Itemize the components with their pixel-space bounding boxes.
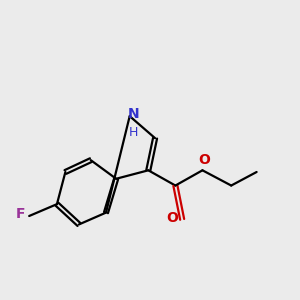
Text: H: H bbox=[128, 126, 138, 139]
Text: F: F bbox=[16, 207, 26, 221]
Text: N: N bbox=[127, 107, 139, 122]
Text: O: O bbox=[166, 211, 178, 225]
Text: O: O bbox=[198, 153, 210, 167]
